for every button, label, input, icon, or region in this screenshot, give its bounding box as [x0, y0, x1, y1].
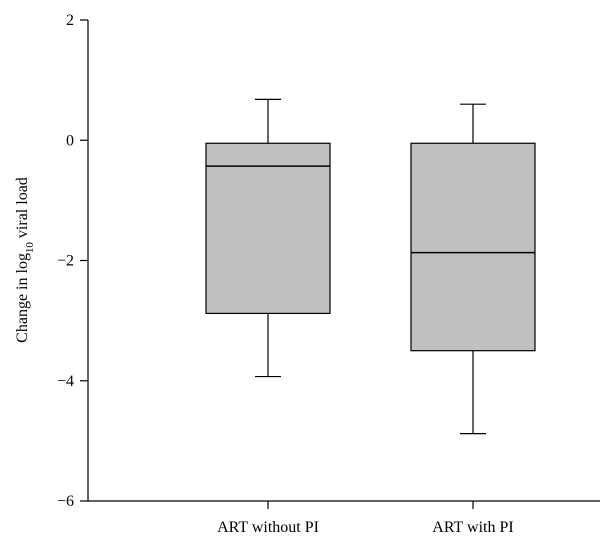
- y-tick-label: −6: [57, 493, 74, 510]
- x-tick-label: ART with PI: [432, 519, 513, 536]
- svg-text:Change in log10 viral load: Change in log10 viral load: [14, 177, 36, 343]
- y-tick-label: −4: [57, 373, 74, 390]
- box-2: [410, 103, 536, 435]
- boxes: [205, 98, 536, 435]
- y-axis-label-suffix: viral load: [14, 177, 31, 242]
- box-1: [205, 98, 331, 378]
- y-tick-label: 2: [66, 12, 74, 29]
- y-axis-label: Change in log10 viral load: [14, 177, 36, 343]
- iqr-box: [410, 142, 536, 352]
- iqr-box: [205, 142, 331, 315]
- y-axis-label-subscript: 10: [24, 242, 36, 254]
- y-tick-label: 0: [66, 132, 74, 149]
- y-axis-label-main: Change in log: [14, 253, 31, 343]
- y-tick-label: −2: [57, 253, 74, 270]
- x-tick-label: ART without PI: [217, 519, 319, 536]
- axes: −6 −4 −2 0 2 ART without PI ART with PI: [57, 12, 600, 536]
